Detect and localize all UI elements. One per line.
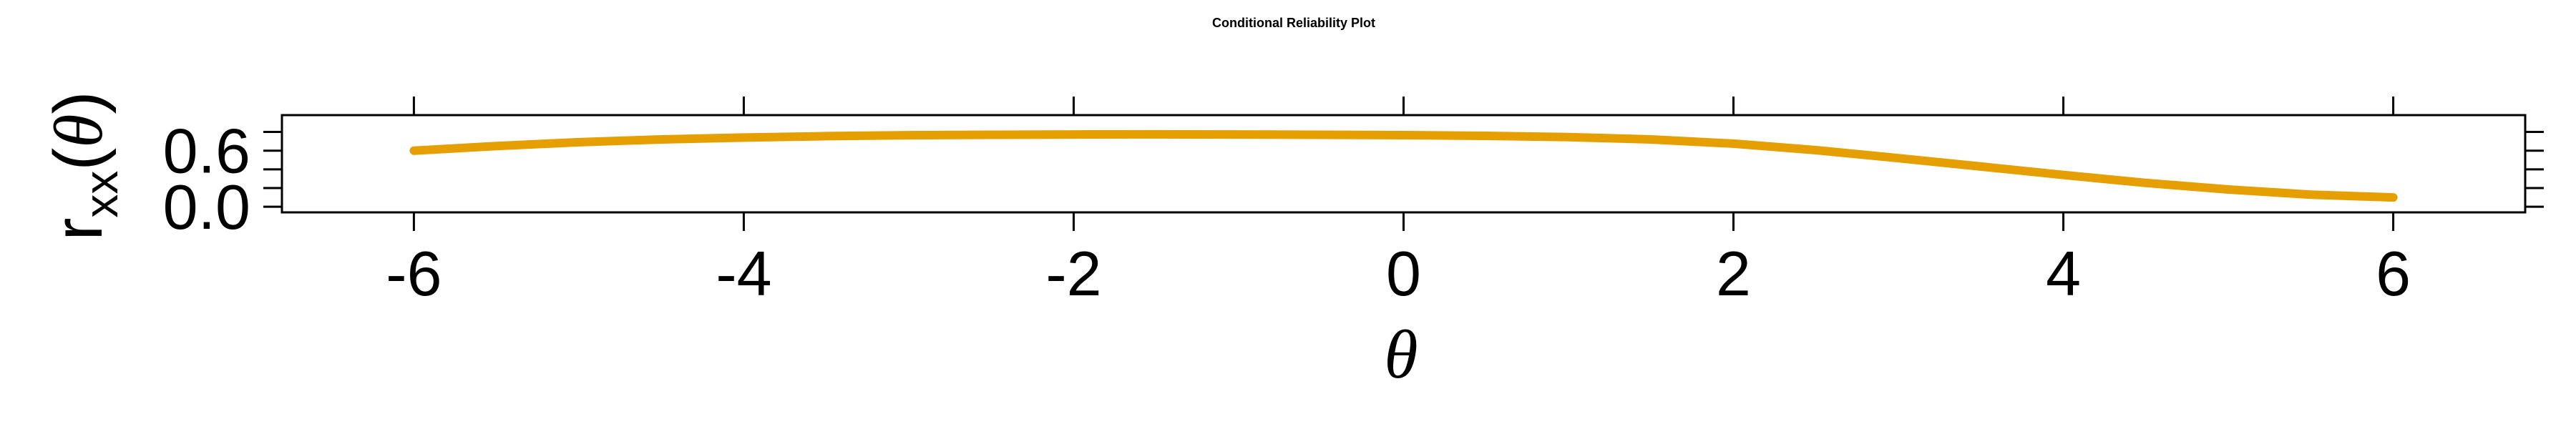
y-axis-title-open: ( [40, 148, 117, 171]
y-axis-title-var: θ [40, 114, 117, 147]
x-tick-label: 6 [2376, 238, 2411, 309]
y-axis-left-ticks [263, 131, 282, 208]
y-axis-right-ticks [2525, 131, 2544, 208]
y-axis-tick-labels: 0.00.6 [163, 116, 250, 242]
chart-title: Conditional Reliability Plot [1212, 16, 1375, 30]
y-axis-title-close: ) [40, 91, 117, 114]
series-layer [409, 129, 2398, 202]
x-tick-label: -6 [386, 238, 441, 309]
plot-frame [280, 114, 2527, 214]
x-axis-tick-labels: -6 -4 -2 0 2 4 6 [386, 238, 2411, 309]
x-axis-title: θ [1384, 316, 1418, 393]
x-tick-label: 4 [2046, 238, 2081, 309]
x-tick-label: 0 [1386, 238, 1421, 309]
x-tick-label: 2 [1716, 238, 1751, 309]
y-axis-title-subscript: xx [74, 171, 127, 218]
reliability-line [409, 129, 2398, 202]
x-axis-bottom-ticks [412, 212, 2395, 231]
x-axis-top-ticks [412, 97, 2395, 115]
y-tick-label: 0.0 [163, 172, 250, 242]
y-tick-label: 0.6 [163, 116, 250, 187]
y-axis-title: rxx(θ) [40, 91, 127, 240]
x-tick-label: -2 [1045, 238, 1101, 309]
x-tick-label: -4 [716, 238, 771, 309]
y-axis-title-base: r [40, 218, 117, 241]
